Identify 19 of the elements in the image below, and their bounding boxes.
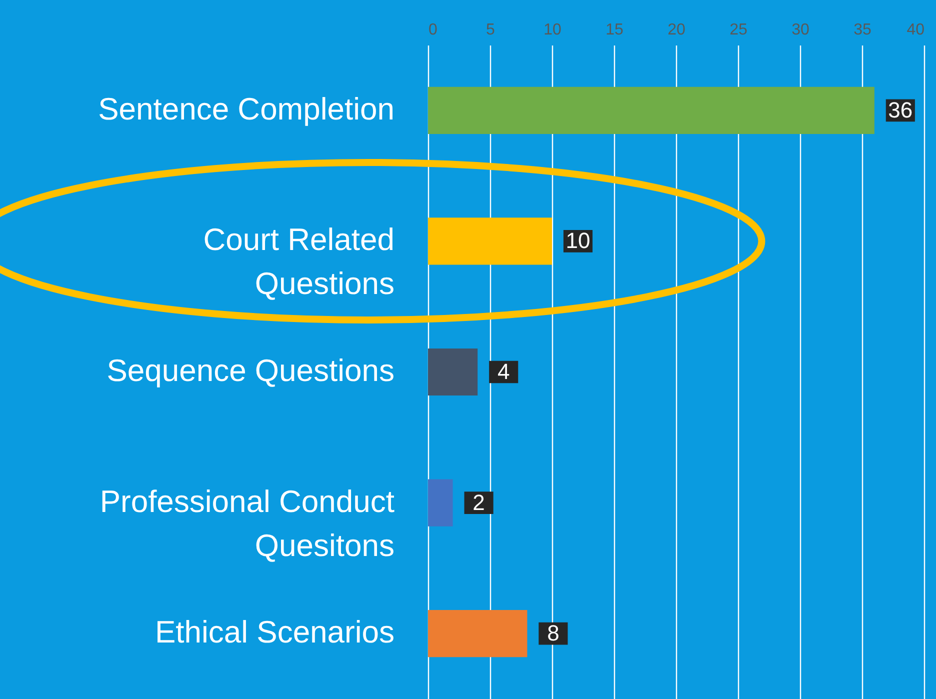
y-tick-label: Sequence Questions [106,353,394,388]
y-tick-label: Professional Conduct Quesitons [100,484,395,563]
x-tick-label: 20 [668,22,686,38]
x-tick-label: 5 [486,22,496,38]
x-tick-label: 40 [906,22,925,38]
y-tick-label: Sentence Completion [98,91,394,126]
y-tick-label: Ethical Scenarios [154,614,394,650]
x-tick-label: 30 [792,22,810,38]
x-tick-label: 15 [606,22,624,38]
x-tick-label: 25 [730,22,748,38]
data-label: 4 [497,359,510,384]
data-label: 2 [472,490,485,515]
y-tick-label: Court Related Questions [203,222,394,302]
data-label: 8 [547,620,560,646]
x-tick-label: 35 [854,22,872,38]
x-tick-label: 0 [428,22,438,38]
data-label: 36 [888,97,913,122]
x-tick-label: 10 [544,22,562,38]
data-label: 10 [566,228,590,254]
